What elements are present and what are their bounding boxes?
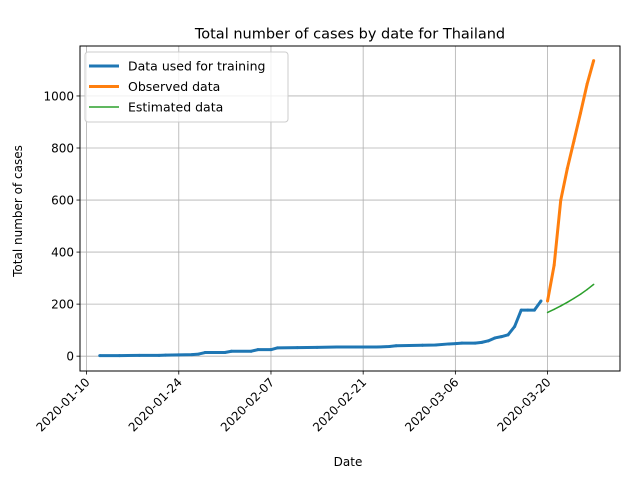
- data-point: [506, 333, 510, 337]
- data-point: [157, 353, 161, 357]
- data-point: [434, 343, 438, 347]
- data-point: [559, 198, 563, 202]
- chart-title: Total number of cases by date for Thaila…: [194, 27, 505, 43]
- y-tick-label: 600: [51, 194, 74, 208]
- y-tick-label: 0: [66, 350, 74, 364]
- data-point: [355, 345, 359, 349]
- data-point: [335, 345, 339, 349]
- data-point: [473, 341, 477, 345]
- data-point: [585, 82, 589, 86]
- y-tick-label: 400: [51, 246, 74, 260]
- y-tick-label: 1000: [43, 89, 74, 103]
- data-point: [269, 348, 273, 352]
- data-point: [315, 345, 319, 349]
- data-point: [565, 167, 569, 171]
- data-point: [420, 343, 424, 347]
- data-point: [546, 299, 550, 303]
- data-point: [229, 349, 233, 353]
- legend-label: Estimated data: [128, 100, 223, 115]
- data-point: [573, 297, 575, 300]
- data-point: [513, 325, 517, 329]
- data-point: [190, 353, 194, 357]
- data-point: [559, 305, 562, 307]
- data-point: [374, 345, 378, 349]
- y-tick-label: 800: [51, 142, 74, 156]
- series-line-2: [546, 60, 596, 302]
- series-line-3: [547, 283, 595, 314]
- data-point: [137, 353, 141, 357]
- series-lines: [98, 59, 596, 358]
- data-point: [388, 345, 392, 349]
- data-point: [499, 335, 503, 339]
- data-point: [295, 346, 299, 350]
- data-point: [566, 301, 569, 304]
- data-point: [553, 308, 555, 311]
- data-point: [223, 351, 227, 355]
- data-point: [532, 308, 536, 312]
- data-point: [177, 353, 181, 357]
- data-point: [486, 339, 490, 343]
- data-point: [164, 353, 168, 357]
- data-point: [586, 288, 588, 291]
- data-point: [256, 348, 260, 352]
- data-point: [572, 139, 576, 143]
- data-point: [118, 354, 122, 358]
- x-axis-title: Date: [334, 455, 363, 469]
- data-point: [460, 341, 464, 345]
- data-point: [592, 59, 596, 63]
- legend-label: Data used for training: [128, 59, 265, 74]
- data-point: [493, 336, 497, 340]
- data-point: [197, 352, 201, 356]
- data-point: [526, 308, 530, 312]
- data-point: [480, 340, 484, 344]
- y-axis-title: Total number of cases: [11, 145, 25, 278]
- data-point: [519, 308, 523, 312]
- legend-frame: [84, 51, 289, 123]
- data-point: [394, 344, 398, 348]
- data-point: [98, 354, 102, 358]
- data-point: [407, 343, 411, 347]
- legend-label: Observed data: [128, 79, 220, 94]
- data-point: [203, 351, 207, 355]
- data-point: [546, 311, 549, 314]
- data-point: [276, 346, 280, 350]
- data-point: [447, 342, 451, 346]
- y-tick-label: 200: [51, 298, 74, 312]
- data-point: [579, 293, 582, 295]
- data-point: [578, 111, 582, 115]
- data-point: [249, 349, 253, 353]
- data-point: [552, 263, 556, 267]
- plot-area-frame: [79, 45, 621, 372]
- data-point: [453, 342, 457, 346]
- data-point: [539, 299, 543, 303]
- legend: Data used for training Observed data Estim…: [84, 51, 289, 123]
- data-point: [592, 283, 595, 286]
